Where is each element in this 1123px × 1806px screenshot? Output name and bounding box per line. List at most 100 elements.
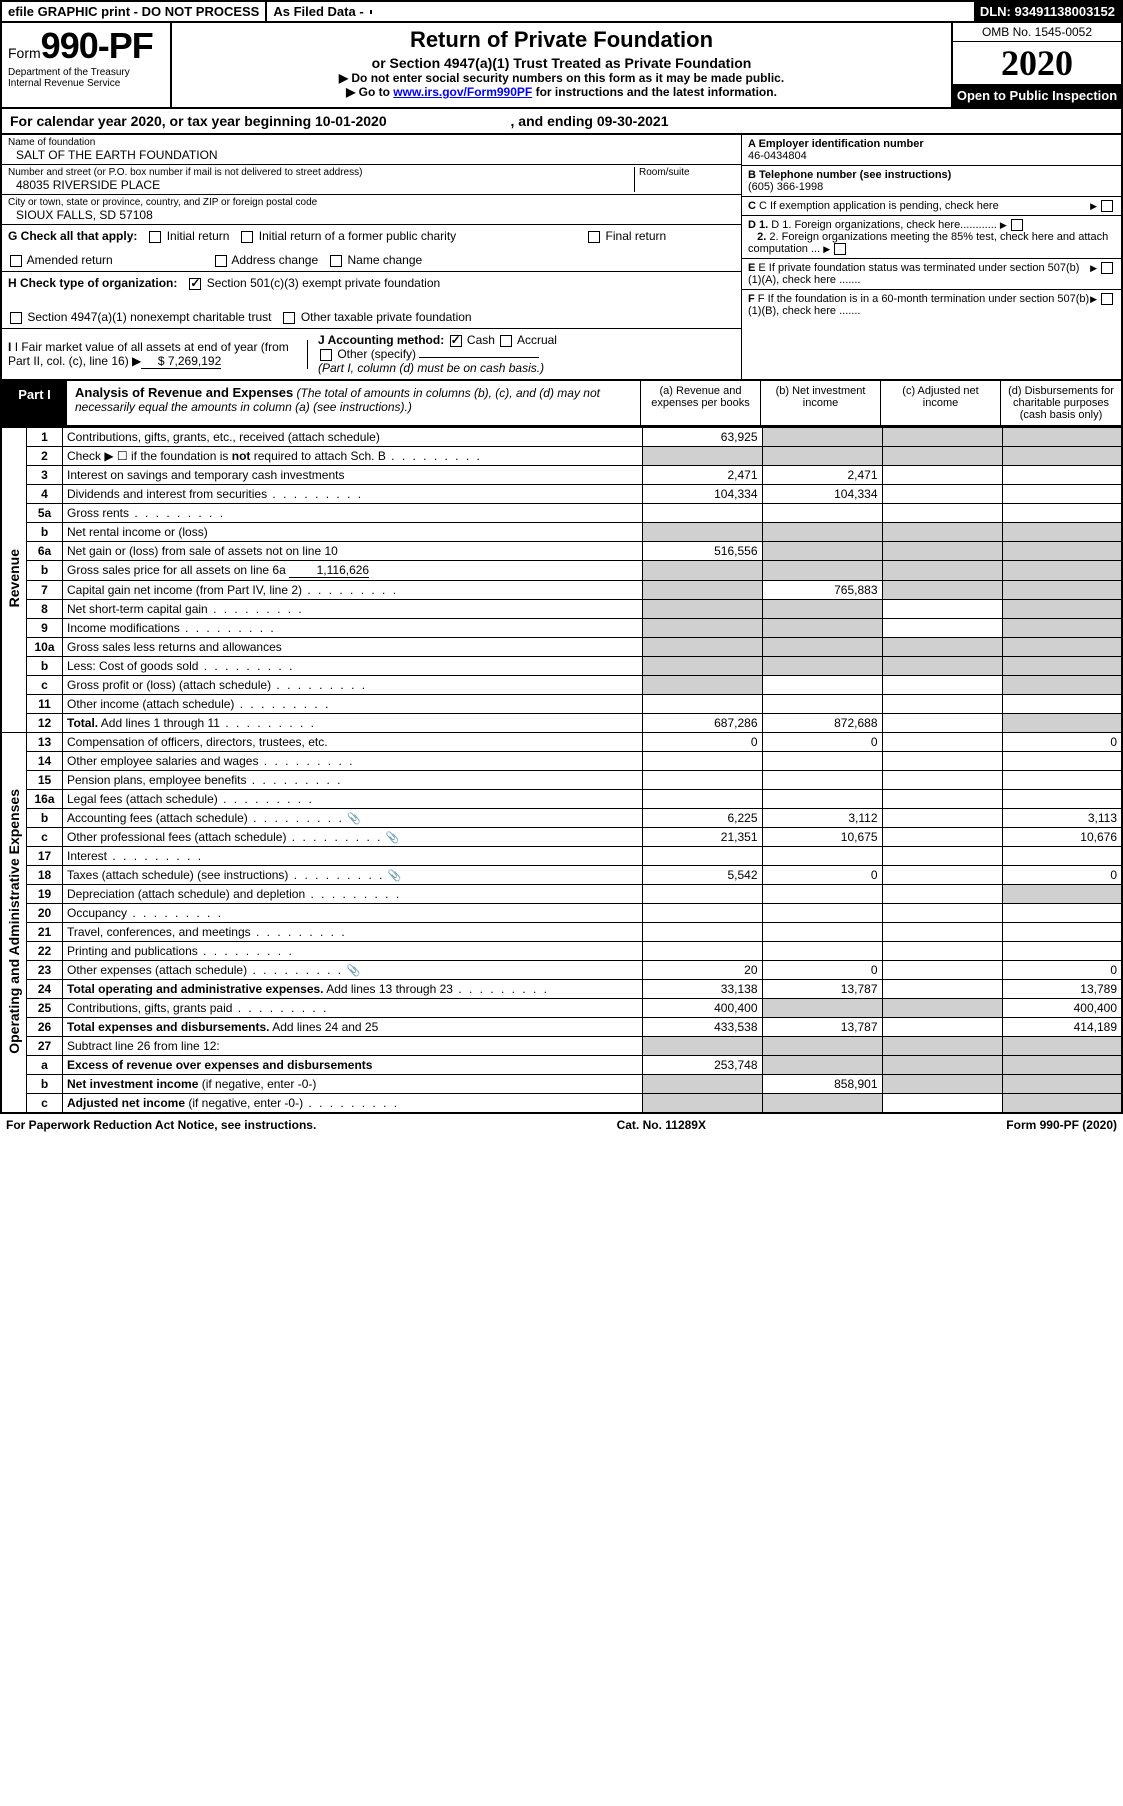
table-cell <box>1002 904 1122 923</box>
attach-icon[interactable]: 📎 <box>386 832 400 844</box>
city-cell: City or town, state or province, country… <box>2 195 741 225</box>
table-cell <box>882 1094 1002 1114</box>
table-cell <box>762 428 882 447</box>
table-row: 20 Occupancy <box>1 904 1122 923</box>
col-b-hdr: (b) Net investment income <box>761 381 881 425</box>
table-cell <box>882 619 1002 638</box>
table-cell <box>642 1037 762 1056</box>
line-desc: Pension plans, employee benefits <box>63 771 643 790</box>
table-cell: 104,334 <box>762 485 882 504</box>
table-cell <box>1002 581 1122 600</box>
table-cell <box>642 1094 762 1114</box>
chk-initial-former[interactable] <box>241 231 253 243</box>
chk-4947a1[interactable] <box>10 312 22 324</box>
attach-icon[interactable]: 📎 <box>346 965 360 977</box>
table-cell: 872,688 <box>762 714 882 733</box>
table-row: 12 Total. Add lines 1 through 11 687,286… <box>1 714 1122 733</box>
line-number: 15 <box>27 771 63 790</box>
table-cell <box>882 771 1002 790</box>
chk-exemption-pending[interactable] <box>1101 200 1113 212</box>
line-desc: Less: Cost of goods sold <box>63 657 643 676</box>
chk-85pct[interactable] <box>834 243 846 255</box>
chk-initial-return[interactable] <box>149 231 161 243</box>
dept-treasury: Department of the Treasury <box>8 67 164 78</box>
chk-other-method[interactable] <box>320 349 332 361</box>
table-row: 6a Net gain or (loss) from sale of asset… <box>1 542 1122 561</box>
chk-final-return[interactable] <box>588 231 600 243</box>
paperwork-notice: For Paperwork Reduction Act Notice, see … <box>6 1118 316 1132</box>
table-cell: 433,538 <box>642 1018 762 1037</box>
table-cell <box>1002 600 1122 619</box>
chk-other-taxable[interactable] <box>283 312 295 324</box>
table-row: 27 Subtract line 26 from line 12: <box>1 1037 1122 1056</box>
line-desc: Net investment income (if negative, ente… <box>63 1075 643 1094</box>
chk-address-change[interactable] <box>215 255 227 267</box>
table-cell <box>1002 485 1122 504</box>
line-desc: Income modifications <box>63 619 643 638</box>
table-cell: 2,471 <box>762 466 882 485</box>
table-cell <box>1002 466 1122 485</box>
attach-icon[interactable]: 📎 <box>347 813 361 825</box>
table-cell <box>1002 542 1122 561</box>
line-desc: Total. Add lines 1 through 11 <box>63 714 643 733</box>
table-row: 4 Dividends and interest from securities… <box>1 485 1122 504</box>
table-cell: 765,883 <box>762 581 882 600</box>
table-cell: 13,789 <box>1002 980 1122 999</box>
chk-501c3[interactable] <box>189 278 201 290</box>
open-public: Open to Public Inspection <box>953 84 1121 107</box>
line-number: 26 <box>27 1018 63 1037</box>
cat-no: Cat. No. 11289X <box>617 1118 706 1132</box>
table-cell <box>642 504 762 523</box>
part1-table: Revenue 1 Contributions, gifts, grants, … <box>0 427 1123 1114</box>
table-cell <box>882 600 1002 619</box>
table-cell: 2,471 <box>642 466 762 485</box>
chk-amended[interactable] <box>10 255 22 267</box>
table-cell <box>762 638 882 657</box>
table-cell <box>642 923 762 942</box>
entity-right: A Employer identification number 46-0434… <box>741 135 1121 379</box>
irs-link[interactable]: www.irs.gov/Form990PF <box>393 85 532 99</box>
line-desc: Interest <box>63 847 643 866</box>
line-number: b <box>27 809 63 828</box>
table-cell <box>882 847 1002 866</box>
chk-accrual[interactable] <box>500 335 512 347</box>
ssn-warning: ▶ Do not enter social security numbers o… <box>180 71 943 85</box>
line-number: 16a <box>27 790 63 809</box>
table-cell <box>642 523 762 542</box>
table-row: b Net rental income or (loss) <box>1 523 1122 542</box>
table-row: Operating and Administrative Expenses 13… <box>1 733 1122 752</box>
chk-terminated[interactable] <box>1101 262 1113 274</box>
form-title: Return of Private Foundation <box>180 27 943 53</box>
line-desc: Compensation of officers, directors, tru… <box>63 733 643 752</box>
line-number: 19 <box>27 885 63 904</box>
table-row: Revenue 1 Contributions, gifts, grants, … <box>1 428 1122 447</box>
line-desc: Other professional fees (attach schedule… <box>63 828 643 847</box>
dln: DLN: 93491138003152 <box>974 2 1121 21</box>
table-row: c Gross profit or (loss) (attach schedul… <box>1 676 1122 695</box>
chk-60month[interactable] <box>1101 293 1113 305</box>
foundation-name-cell: Name of foundation SALT OF THE EARTH FOU… <box>2 135 741 165</box>
chk-foreign-org[interactable] <box>1011 219 1023 231</box>
calendar-year: For calendar year 2020, or tax year begi… <box>0 109 1123 135</box>
line-number: 6a <box>27 542 63 561</box>
chk-cash[interactable] <box>450 335 462 347</box>
table-cell <box>882 809 1002 828</box>
table-cell <box>762 771 882 790</box>
line-number: 2 <box>27 447 63 466</box>
table-cell <box>642 771 762 790</box>
table-cell: 33,138 <box>642 980 762 999</box>
table-cell <box>642 1075 762 1094</box>
table-row: 25 Contributions, gifts, grants paid 400… <box>1 999 1122 1018</box>
line-e: E E If private foundation status was ter… <box>742 259 1121 290</box>
table-row: 9 Income modifications <box>1 619 1122 638</box>
table-cell <box>642 885 762 904</box>
table-cell <box>762 1094 882 1114</box>
line-number: 3 <box>27 466 63 485</box>
table-row: 18 Taxes (attach schedule) (see instruct… <box>1 866 1122 885</box>
attach-icon[interactable]: 📎 <box>388 870 402 882</box>
col-d-hdr: (d) Disbursements for charitable purpose… <box>1001 381 1121 425</box>
table-cell <box>762 619 882 638</box>
table-cell <box>882 1056 1002 1075</box>
chk-name-change[interactable] <box>330 255 342 267</box>
table-cell <box>882 695 1002 714</box>
